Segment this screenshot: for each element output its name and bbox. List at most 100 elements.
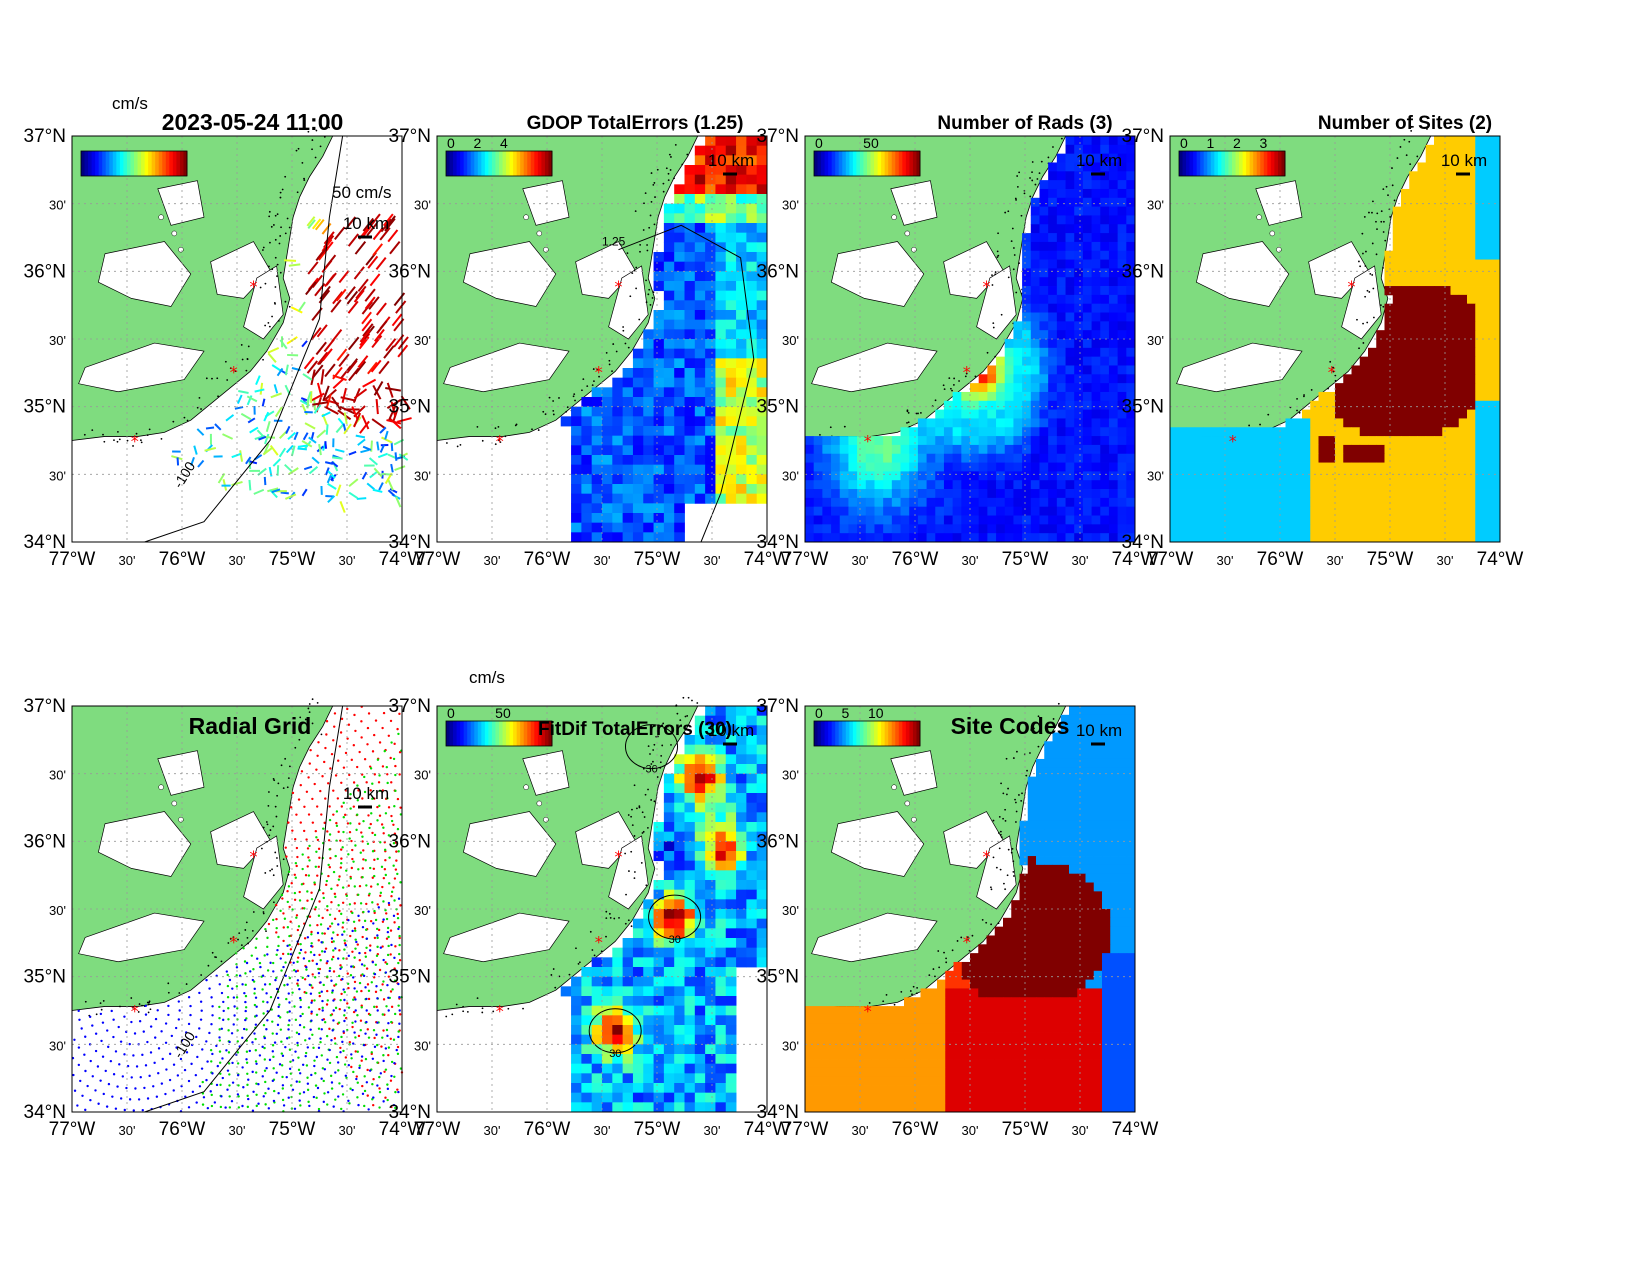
gdop-cell (612, 532, 624, 543)
currents-island-dot (132, 445, 134, 447)
gdop-cell (571, 416, 582, 427)
radgrid-radial-point (384, 859, 387, 862)
currents-island-dot (240, 344, 243, 346)
nrads-cell (1074, 206, 1084, 216)
nsites-cell (1425, 374, 1435, 384)
nsites-cell (1178, 453, 1187, 463)
gdop-island-dot (642, 229, 645, 231)
nrads-cell (1091, 400, 1101, 411)
nrads-cell (1004, 418, 1014, 428)
gdop-island-dot (598, 375, 600, 378)
nsites-cell (1194, 444, 1204, 455)
radgrid-radial-point (235, 985, 239, 988)
nrads-cell (987, 391, 997, 402)
nsites-cell (1244, 471, 1253, 481)
nsites-cell (1409, 506, 1418, 516)
nsites-cell (1417, 515, 1427, 525)
nrads-cell (831, 506, 841, 516)
nrads-cell (961, 400, 971, 411)
radgrid-radial-point (371, 1083, 374, 1086)
radgrid-island-dot (277, 782, 280, 785)
radgrid-radial-point (332, 1019, 335, 1022)
radgrid-island-dot (227, 942, 230, 944)
nsites-cell (1392, 506, 1402, 516)
nsites-cell (1376, 391, 1385, 402)
nsites-cell (1392, 391, 1402, 402)
nrads-cell (978, 453, 988, 463)
radgrid-radial-point (244, 1009, 247, 1013)
radgrid-radial-point (322, 1100, 325, 1104)
radgrid-radial-point (365, 781, 368, 784)
nrads-cell (1004, 506, 1014, 516)
gdop-cell (694, 213, 706, 224)
radgrid-radial-point (244, 994, 248, 998)
radgrid-radial-point (328, 1027, 331, 1031)
nsites-cell (1376, 365, 1385, 375)
nsites-cell (1417, 374, 1427, 384)
nsites-cell (1409, 524, 1418, 534)
nsites-cell (1384, 497, 1394, 508)
nsites-cell (1244, 480, 1253, 490)
radgrid-radial-point (282, 939, 285, 943)
radgrid-island-dot (269, 869, 272, 872)
nsites-cell (1310, 444, 1319, 455)
nrads-cell (1039, 383, 1049, 393)
radgrid-radial-point (382, 980, 385, 983)
currents-island-dot (272, 224, 275, 226)
radgrid-radial-point (363, 919, 367, 923)
radgrid-radial-point (228, 1073, 231, 1076)
radgrid-radial-point (314, 1084, 318, 1087)
nrads-cell (1004, 374, 1014, 384)
nrads-cell (987, 497, 997, 508)
gdop-cell (705, 252, 716, 263)
radgrid-island-dot (211, 951, 214, 954)
nrads-cell (1091, 383, 1101, 393)
nsites-cell (1326, 436, 1336, 446)
nsites-cell (1302, 409, 1311, 419)
nrads-cell (978, 409, 988, 419)
gdop-cell (715, 300, 727, 311)
nsites-island-dot (1364, 295, 1367, 298)
nrads-cell (935, 533, 945, 543)
gdop-cell (684, 329, 696, 340)
gdop-colorbar-swatch (537, 151, 542, 176)
gdop-colorbar-swatch (488, 151, 493, 176)
nrads-lat-tick-label: 36°N (757, 261, 799, 282)
currents-current-vector (306, 360, 319, 374)
gdop-cell (684, 348, 696, 359)
currents-current-vector (311, 456, 320, 465)
nsites-cell (1483, 506, 1493, 516)
nsites-cell (1392, 286, 1402, 296)
nrads-cell (1039, 339, 1049, 349)
nrads-cell (865, 524, 875, 534)
gdop-cell (715, 319, 727, 330)
nrads-cell (943, 489, 954, 499)
radgrid-radial-point (343, 948, 346, 951)
nrads-cell (943, 427, 954, 437)
currents-current-vector (367, 255, 379, 269)
nsites-cell (1194, 453, 1204, 463)
radgrid-radial-point (326, 1103, 329, 1106)
gdop-cell (736, 232, 747, 243)
gdop-cell (715, 310, 727, 321)
nsites-cell (1359, 533, 1369, 543)
nsites-cell (1351, 533, 1361, 543)
radgrid-radial-point (306, 1076, 309, 1079)
nrads-cell (996, 471, 1006, 481)
nrads-cell (1065, 462, 1075, 472)
nsites-cell (1483, 136, 1493, 146)
gdop-cell (643, 426, 654, 437)
currents-colorbar-swatch (81, 151, 86, 176)
radgrid-radial-point (210, 1060, 213, 1063)
radgrid-radial-point (99, 1012, 103, 1016)
currents-colorbar-swatch (141, 151, 146, 176)
nrads-cell (1108, 383, 1119, 393)
radgrid-radial-point (347, 1063, 351, 1067)
radgrid-radial-point (376, 1061, 379, 1064)
nrads-cell (1039, 480, 1049, 490)
nrads-cell (935, 524, 945, 534)
nsites-cell (1335, 497, 1344, 508)
nsites-cell (1417, 180, 1427, 190)
nsites-cell (1186, 489, 1196, 499)
radgrid-radial-point (378, 1075, 381, 1079)
